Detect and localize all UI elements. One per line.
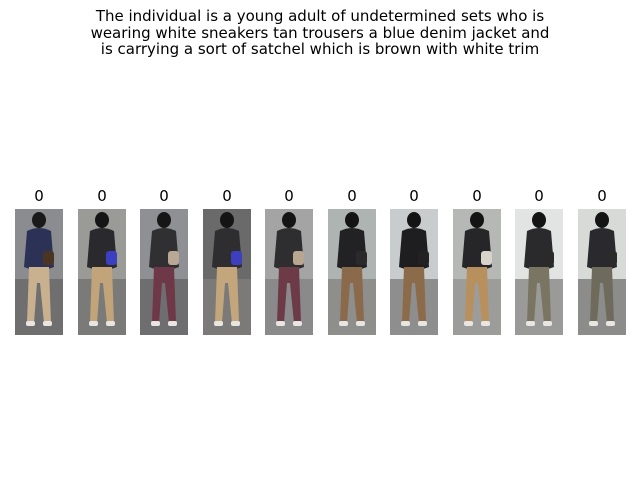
person-sneaker xyxy=(43,321,52,326)
person-sneaker xyxy=(106,321,115,326)
person-trousers xyxy=(27,267,51,323)
photo-ground xyxy=(78,279,126,335)
person-sneaker xyxy=(481,321,490,326)
photo-ground xyxy=(328,279,376,335)
person-head xyxy=(95,212,109,228)
person-bag xyxy=(543,251,554,265)
person-sneaker xyxy=(214,321,223,326)
gallery-item: 0 xyxy=(15,186,63,335)
gallery-item: 0 xyxy=(328,186,376,335)
person-bag xyxy=(106,251,117,265)
person-head xyxy=(220,212,234,228)
person-trousers xyxy=(402,267,426,323)
gallery-item-label: 0 xyxy=(347,187,357,205)
person-sneaker xyxy=(231,321,240,326)
person-trousers xyxy=(90,267,114,323)
person-sneaker xyxy=(276,321,285,326)
person-bag xyxy=(418,251,429,265)
person-head xyxy=(282,212,296,228)
person-sneaker xyxy=(401,321,410,326)
person-bag xyxy=(168,251,179,265)
person-bag xyxy=(481,251,492,265)
pedestrian-photo xyxy=(328,209,376,335)
photo-ground xyxy=(203,279,251,335)
person-head xyxy=(32,212,46,228)
person-bag xyxy=(43,251,54,265)
gallery-item: 0 xyxy=(78,186,126,335)
photo-ground xyxy=(140,279,188,335)
person-head xyxy=(532,212,546,228)
person-head xyxy=(345,212,359,228)
person-sneaker xyxy=(339,321,348,326)
gallery-item-label: 0 xyxy=(409,187,419,205)
gallery-item-label: 0 xyxy=(284,187,294,205)
person-trousers xyxy=(465,267,489,323)
pedestrian-photo xyxy=(265,209,313,335)
figure-caption: The individual is a young adult of undet… xyxy=(0,8,640,58)
person-sneaker xyxy=(464,321,473,326)
gallery-item-label: 0 xyxy=(159,187,169,205)
gallery-item-label: 0 xyxy=(97,187,107,205)
person-bag xyxy=(356,251,367,265)
pedestrian-photo xyxy=(15,209,63,335)
person-trousers xyxy=(152,267,176,323)
photo-ground xyxy=(578,279,626,335)
person-sneaker xyxy=(89,321,98,326)
person-sneaker xyxy=(356,321,365,326)
pedestrian-photo xyxy=(578,209,626,335)
photo-ground xyxy=(453,279,501,335)
caption-line: is carrying a sort of satchel which is b… xyxy=(100,40,540,58)
person-head xyxy=(407,212,421,228)
person-bag xyxy=(606,251,617,265)
person-bag xyxy=(293,251,304,265)
caption-line: wearing white sneakers tan trousers a bl… xyxy=(90,23,550,42)
person-trousers xyxy=(340,267,364,323)
gallery-item-label: 0 xyxy=(534,187,544,205)
gallery-item: 0 xyxy=(453,186,501,335)
gallery-item-label: 0 xyxy=(597,187,607,205)
pedestrian-photo xyxy=(390,209,438,335)
person-trousers xyxy=(590,267,614,323)
pedestrian-photo xyxy=(515,209,563,335)
photo-ground xyxy=(390,279,438,335)
person-head xyxy=(595,212,609,228)
person-sneaker xyxy=(418,321,427,326)
person-sneaker xyxy=(168,321,177,326)
person-head xyxy=(470,212,484,228)
gallery-item: 0 xyxy=(265,186,313,335)
person-trousers xyxy=(277,267,301,323)
gallery-item: 0 xyxy=(578,186,626,335)
person-sneaker xyxy=(26,321,35,326)
pedestrian-photo xyxy=(140,209,188,335)
gallery-item: 0 xyxy=(515,186,563,335)
gallery-item: 0 xyxy=(140,186,188,335)
pedestrian-photo xyxy=(78,209,126,335)
person-head xyxy=(157,212,171,228)
person-bag xyxy=(231,251,242,265)
gallery-item: 0 xyxy=(390,186,438,335)
photo-ground xyxy=(515,279,563,335)
pedestrian-photo xyxy=(203,209,251,335)
person-trousers xyxy=(215,267,239,323)
gallery-item-label: 0 xyxy=(34,187,44,205)
pedestrian-photo xyxy=(453,209,501,335)
gallery-item: 0 xyxy=(203,186,251,335)
photo-ground xyxy=(265,279,313,335)
person-sneaker xyxy=(293,321,302,326)
gallery-item-label: 0 xyxy=(472,187,482,205)
person-sneaker xyxy=(543,321,552,326)
person-sneaker xyxy=(589,321,598,326)
person-sneaker xyxy=(151,321,160,326)
photo-ground xyxy=(15,279,63,335)
person-sneaker xyxy=(606,321,615,326)
gallery-item-label: 0 xyxy=(222,187,232,205)
person-sneaker xyxy=(526,321,535,326)
person-trousers xyxy=(527,267,551,323)
caption-line: The individual is a young adult of undet… xyxy=(95,7,545,25)
